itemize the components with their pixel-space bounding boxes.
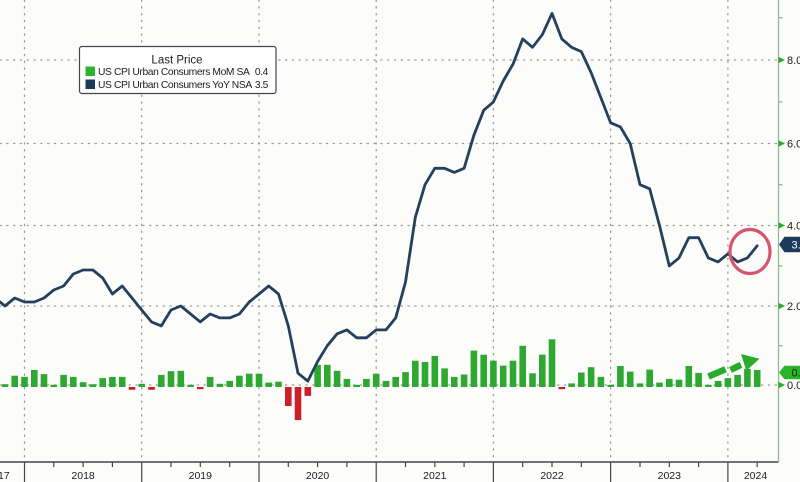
svg-text:6.0: 6.0: [787, 138, 800, 150]
svg-text:0.0: 0.0: [787, 380, 800, 392]
svg-text:Last Price: Last Price: [151, 55, 202, 67]
svg-text:2017: 2017: [0, 470, 10, 482]
svg-text:US CPI Urban Consumers MoM SA: US CPI Urban Consumers MoM SA: [98, 67, 250, 78]
svg-text:3.5: 3.5: [792, 239, 800, 251]
svg-text:3.5: 3.5: [255, 80, 269, 91]
svg-text:4.0: 4.0: [787, 220, 800, 232]
svg-text:2021: 2021: [423, 470, 447, 482]
svg-text:0.4: 0.4: [255, 67, 269, 78]
svg-text:2018: 2018: [71, 470, 95, 482]
svg-text:8.0: 8.0: [787, 55, 800, 67]
svg-text:2020: 2020: [306, 470, 330, 482]
svg-text:2024: 2024: [744, 470, 768, 482]
svg-text:2.0: 2.0: [787, 301, 800, 313]
svg-text:0.4: 0.4: [792, 367, 800, 379]
svg-text:2019: 2019: [189, 470, 213, 482]
svg-text:US CPI Urban Consumers YoY NSA: US CPI Urban Consumers YoY NSA: [98, 80, 252, 91]
svg-text:2023: 2023: [658, 470, 682, 482]
svg-text:2022: 2022: [540, 470, 564, 482]
